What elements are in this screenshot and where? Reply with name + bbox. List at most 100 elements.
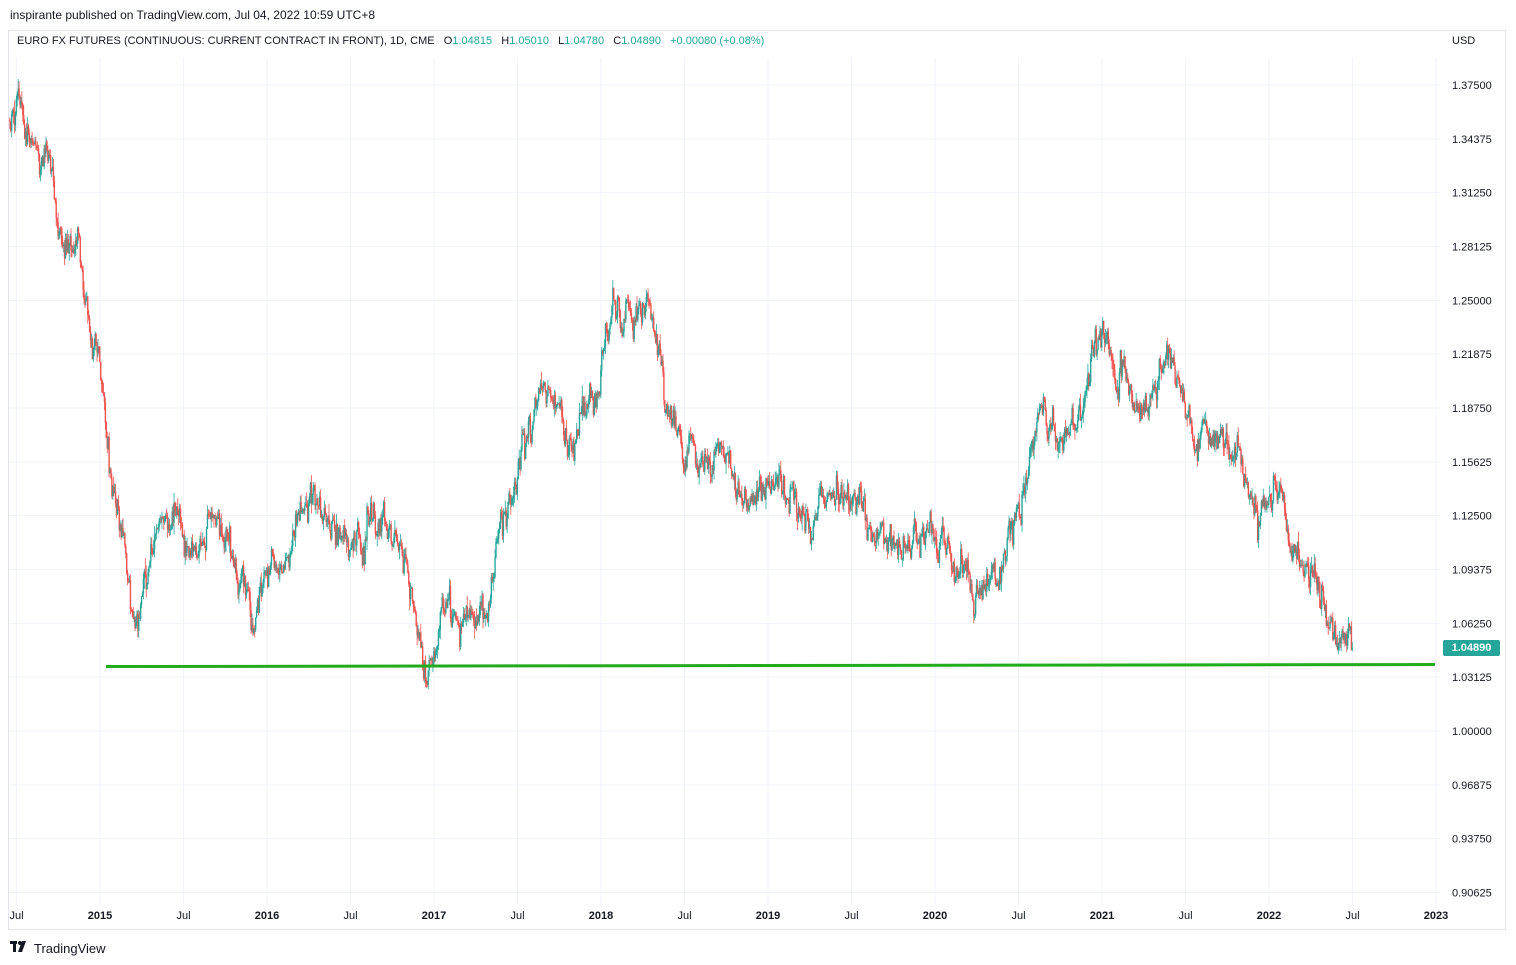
candle-body <box>1009 520 1011 535</box>
candle-body <box>1306 562 1308 567</box>
candle-body <box>975 584 978 597</box>
x-tick-label: 2017 <box>422 910 446 922</box>
candle-body <box>766 478 768 481</box>
candle-body <box>922 526 924 534</box>
candle-body <box>674 415 676 427</box>
candle-body <box>1258 522 1261 527</box>
candle-body <box>1017 502 1020 507</box>
candle-body <box>899 547 902 551</box>
candle-body <box>549 388 551 391</box>
candle-body <box>396 540 399 545</box>
candle-body <box>768 480 770 486</box>
y-tick-label: 0.96875 <box>1452 780 1492 792</box>
candle-body <box>891 538 893 551</box>
candle-body <box>254 617 257 630</box>
candle-body <box>198 544 200 557</box>
candle-body <box>993 561 995 570</box>
candle-body <box>732 474 735 480</box>
candle-body <box>830 493 832 500</box>
candle-body <box>46 141 48 150</box>
candle-body <box>1251 497 1253 499</box>
footer[interactable]: TradingView <box>10 938 106 958</box>
candle-body <box>593 403 596 415</box>
candle-body <box>777 477 779 487</box>
candle-body <box>1275 485 1277 490</box>
candle-body <box>741 493 743 501</box>
candle-body <box>357 522 359 532</box>
candle-body <box>496 540 498 542</box>
candle-body <box>982 579 984 600</box>
candle-body <box>957 570 959 579</box>
candle-body <box>475 621 478 626</box>
candle-body <box>408 584 411 600</box>
candle-body <box>734 472 737 493</box>
y-tick-label: 1.37500 <box>1452 80 1492 92</box>
candle-body <box>504 510 506 513</box>
price-axis[interactable]: 1.375001.343751.312501.281251.250001.218… <box>1452 80 1492 900</box>
candle-body <box>421 646 423 648</box>
candle-body <box>526 436 529 438</box>
candle-body <box>669 405 672 418</box>
support-line-group[interactable] <box>105 663 1436 669</box>
candle-body <box>973 600 975 617</box>
candle-body <box>782 476 785 493</box>
candle-body <box>209 515 211 519</box>
candle-body <box>244 575 247 596</box>
candle-body <box>137 613 139 631</box>
candle-body <box>1164 360 1166 365</box>
candle-body <box>214 518 216 520</box>
candle-body <box>200 538 202 546</box>
candle-body <box>760 482 763 501</box>
candle-body <box>971 584 973 595</box>
candle-body <box>531 429 533 443</box>
candle-body <box>1308 579 1311 588</box>
candle-body <box>1268 496 1270 505</box>
candle-body <box>1240 448 1242 465</box>
candle-body <box>1230 454 1232 458</box>
candle-body <box>1302 564 1304 573</box>
candle-body <box>87 296 89 315</box>
candle-body <box>1049 423 1051 428</box>
candle-body <box>740 493 742 498</box>
candle-body <box>252 624 254 634</box>
candle-body <box>332 519 335 521</box>
candle-body <box>423 660 426 679</box>
candle-body <box>1224 439 1226 448</box>
candle-body <box>1265 501 1267 509</box>
candle-body <box>524 433 526 459</box>
candle-body <box>1029 448 1032 457</box>
candle-body <box>964 563 967 568</box>
candle-body <box>1057 443 1059 451</box>
candle-body <box>58 234 60 236</box>
candle-body <box>1296 542 1299 559</box>
chart-frame[interactable] <box>8 30 1506 930</box>
support-line[interactable] <box>105 663 1436 669</box>
candle-body <box>1281 488 1283 493</box>
currency-label[interactable]: USD <box>1452 35 1476 47</box>
candle-body <box>595 394 597 408</box>
candle-body <box>31 137 33 141</box>
candle-body <box>879 530 881 533</box>
candle-body <box>635 305 637 322</box>
candle-body <box>866 517 868 540</box>
candle-body <box>909 543 911 552</box>
candle-body <box>343 525 345 539</box>
candle-body <box>435 648 438 652</box>
candle-body <box>918 540 920 544</box>
candle-body <box>684 459 686 472</box>
candle-body <box>781 480 783 495</box>
candle-body <box>566 440 569 457</box>
candle-body <box>100 361 102 381</box>
candle-body <box>354 532 356 541</box>
y-tick-label: 0.90625 <box>1452 888 1492 900</box>
candle-body <box>128 580 131 583</box>
candle-body <box>1308 565 1310 580</box>
time-axis[interactable]: Jul 2015 Jul 2016 Jul 2017 Jul 2018 Jul 2019 Jul 20… <box>9 910 1448 922</box>
candle-body <box>1104 339 1107 344</box>
candle-body <box>804 514 806 531</box>
candle-body <box>290 552 292 554</box>
candle-body <box>845 496 848 500</box>
candle-body <box>21 100 23 105</box>
candle-body <box>1082 406 1084 415</box>
